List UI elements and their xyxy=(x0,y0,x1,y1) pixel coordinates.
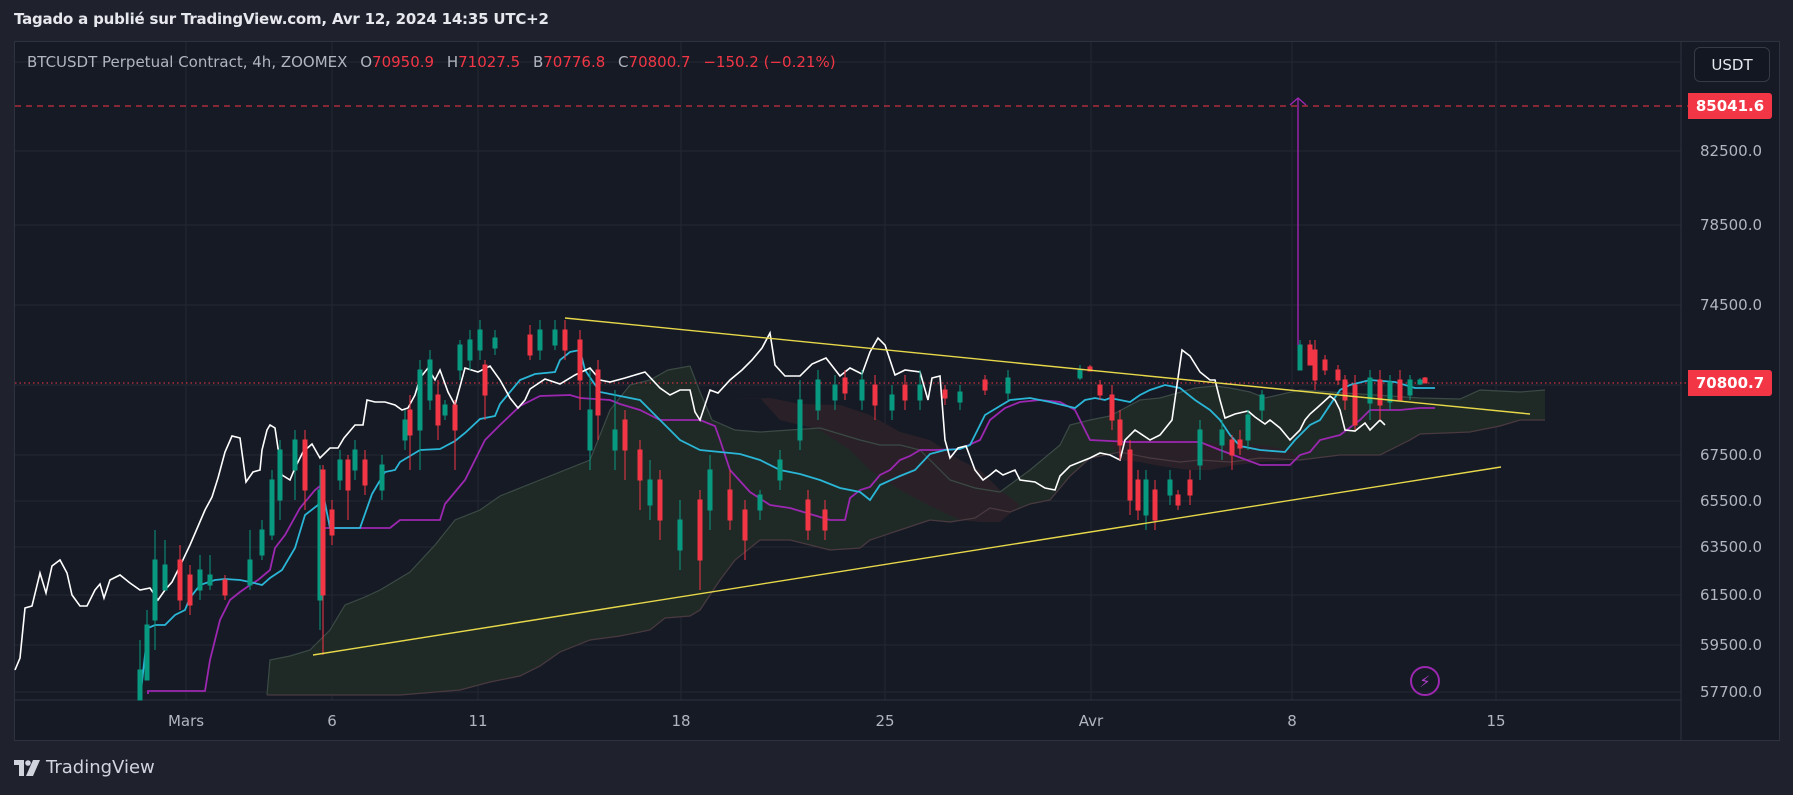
target-arrow-head xyxy=(1289,97,1307,106)
senkou-b xyxy=(267,419,1545,696)
lightning-bolt-icon[interactable]: ⚡︎ xyxy=(1410,666,1440,696)
upper-trendline xyxy=(564,317,1531,415)
x-tick: 8 xyxy=(1287,712,1297,730)
x-tick: 6 xyxy=(327,712,337,730)
x-tick: 15 xyxy=(1486,712,1506,730)
publisher-header: Tagado a publié sur TradingView.com, Avr… xyxy=(14,10,549,28)
tenkan-line xyxy=(139,348,1435,701)
y-tick: 65500.0 xyxy=(1700,492,1763,510)
currency-button[interactable]: USDT xyxy=(1694,47,1770,82)
x-tick: Avr xyxy=(1078,712,1104,730)
change-value: −150.2 (−0.21%) xyxy=(703,53,836,71)
y-tick: 63500.0 xyxy=(1700,538,1763,556)
y-tick: 67500.0 xyxy=(1700,446,1763,464)
y-tick: 61500.0 xyxy=(1700,586,1763,604)
last-price-tag: 70800.7 xyxy=(1688,370,1772,396)
symbol-legend[interactable]: BTCUSDT Perpetual Contract, 4h, ZOOMEX O… xyxy=(27,53,836,71)
candlesticks xyxy=(137,320,1428,701)
x-tick: 25 xyxy=(875,712,895,730)
close-value: 70800.7 xyxy=(628,53,691,71)
high-value: 71027.5 xyxy=(458,53,521,71)
lower-trendline xyxy=(312,466,1502,656)
open-value: 70950.9 xyxy=(372,53,435,71)
chikou-line xyxy=(14,330,1386,671)
y-tick: 57700.0 xyxy=(1700,683,1763,701)
y-tick: 74500.0 xyxy=(1700,296,1763,314)
tradingview-logo[interactable]: TradingView xyxy=(14,757,155,778)
senkou-a xyxy=(266,365,1546,696)
grid-lines xyxy=(15,42,1681,700)
low-value: 70776.8 xyxy=(543,53,606,71)
tradingview-logo-icon xyxy=(14,759,40,776)
y-tick: 78500.0 xyxy=(1700,216,1763,234)
x-tick: Mars xyxy=(167,712,205,730)
target-price-tag: 85041.6 xyxy=(1688,93,1772,119)
brand-name: TradingView xyxy=(46,757,155,778)
x-tick: 11 xyxy=(468,712,488,730)
y-tick: 82500.0 xyxy=(1700,142,1763,160)
y-tick: 59500.0 xyxy=(1700,636,1763,654)
x-tick: 18 xyxy=(671,712,691,730)
kumo-red xyxy=(720,398,1020,522)
symbol-description: BTCUSDT Perpetual Contract, 4h, ZOOMEX xyxy=(27,53,348,71)
